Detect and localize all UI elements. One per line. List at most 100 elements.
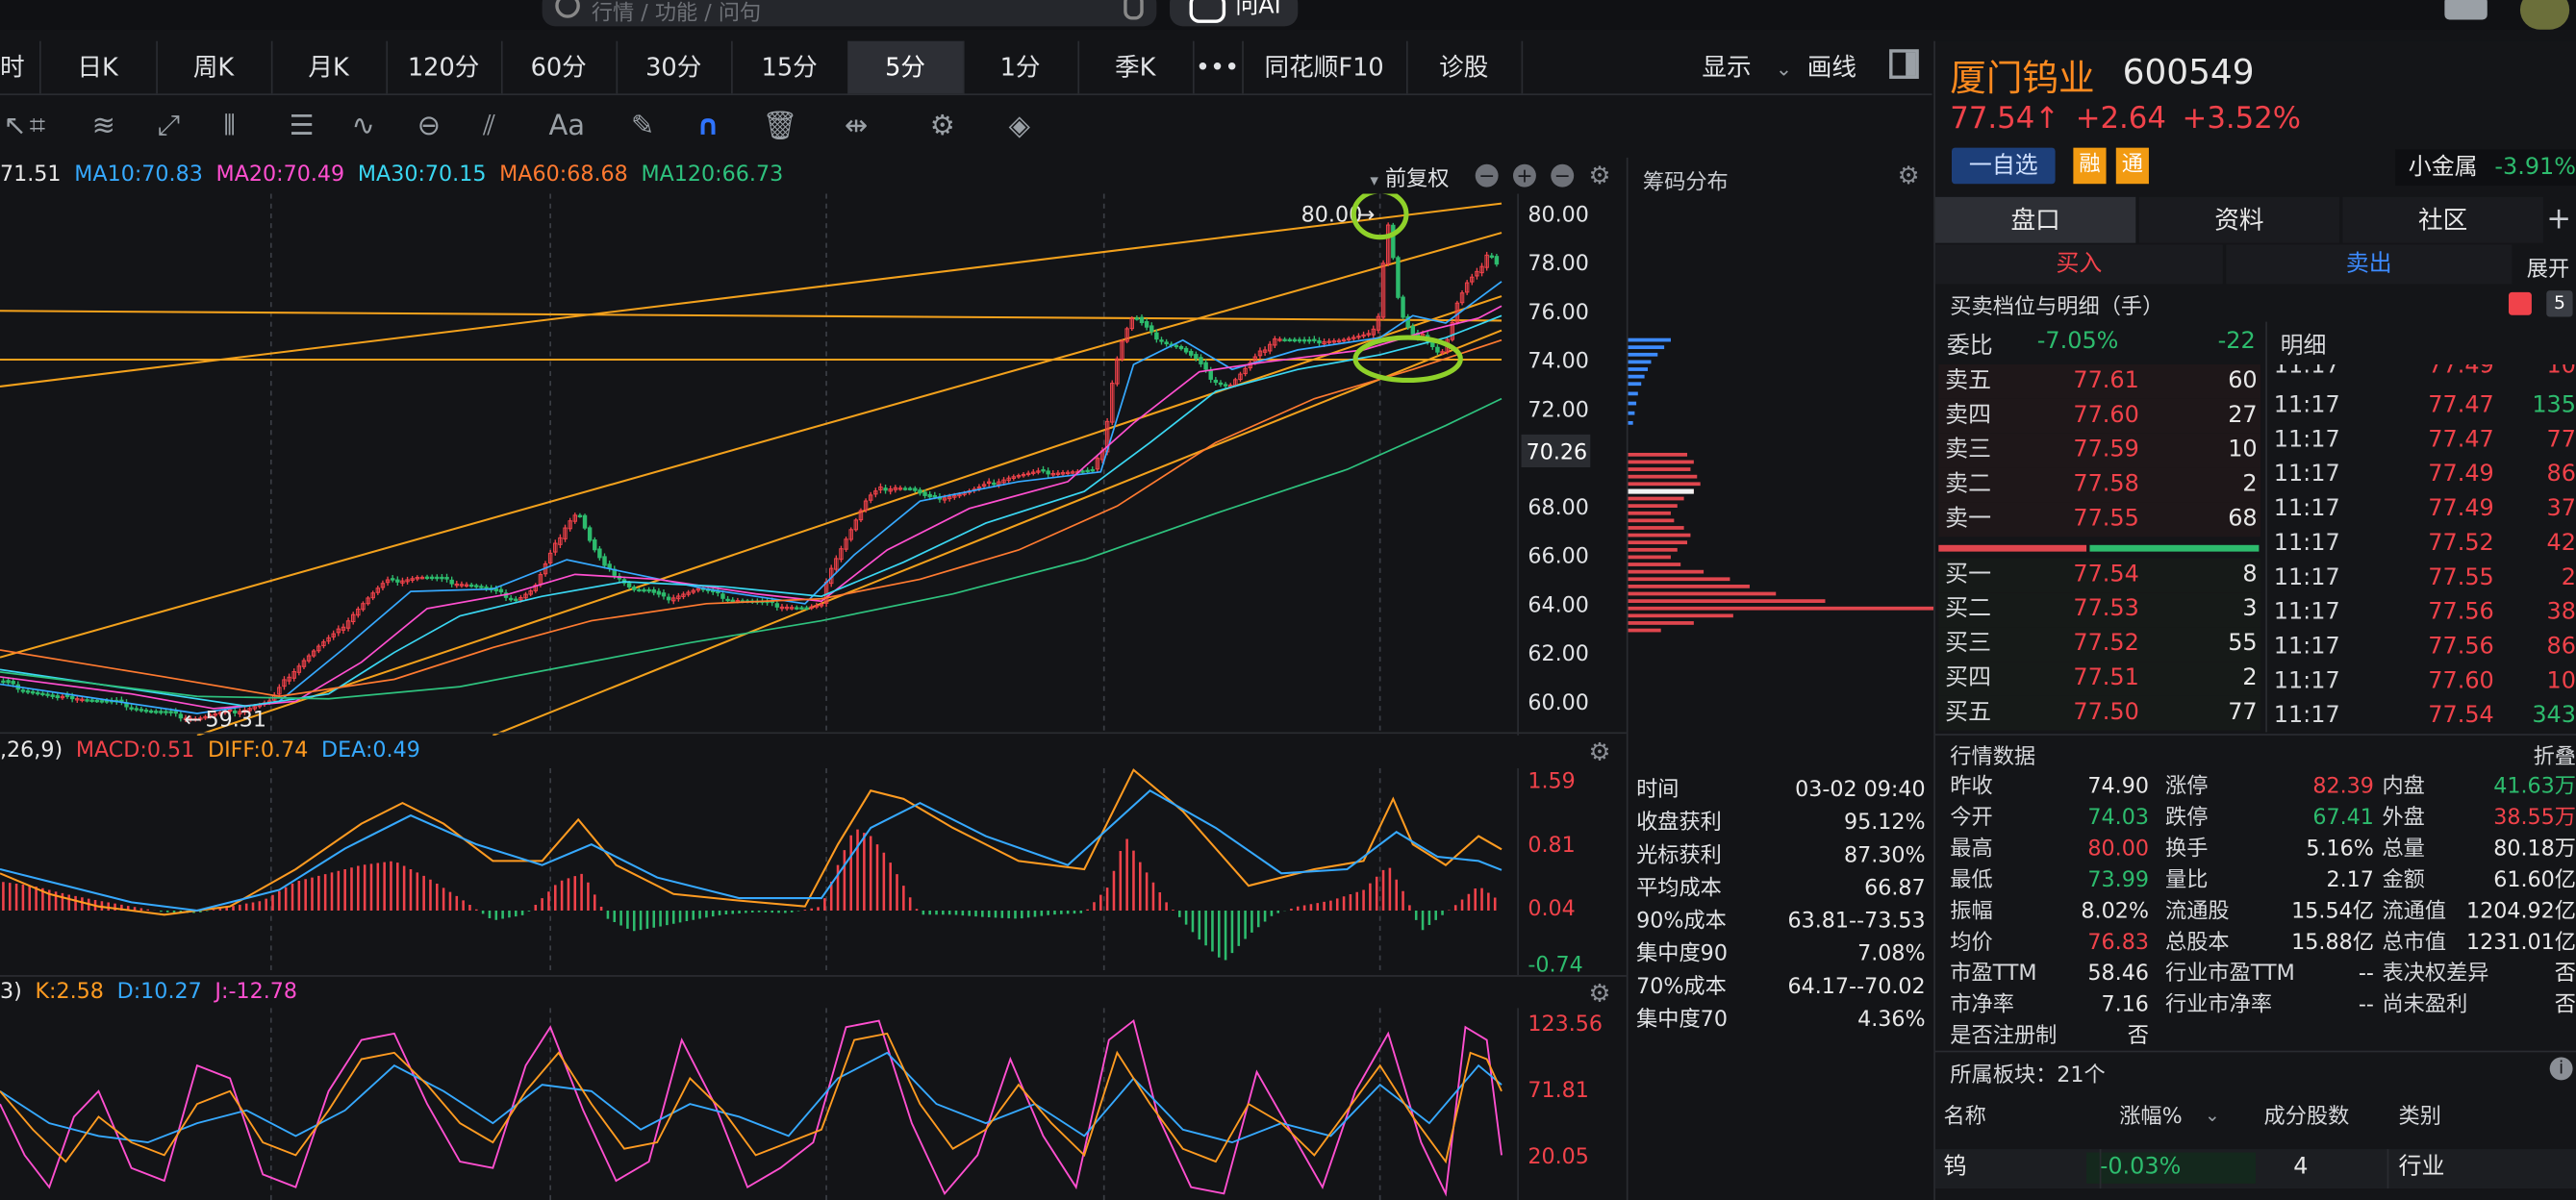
panel-layout-icon[interactable] bbox=[1889, 49, 1919, 79]
book-row[interactable]: 买二 77.53 3 bbox=[1938, 592, 2261, 628]
book-row[interactable]: 卖一 77.55 68 bbox=[1938, 502, 2261, 538]
fibonacci-icon[interactable]: ☰ bbox=[289, 110, 315, 143]
wave-icon[interactable]: ∿ bbox=[351, 110, 375, 143]
info-icon[interactable]: i bbox=[2549, 1057, 2573, 1081]
cycle-icon[interactable]: ⊖ bbox=[417, 110, 442, 143]
book-row[interactable]: 卖三 77.59 10 bbox=[1938, 433, 2261, 468]
display-dropdown[interactable]: 显示 ⌄ bbox=[1702, 41, 1792, 94]
level-name: 卖二 bbox=[1945, 470, 1991, 498]
book-row[interactable]: 买四 77.51 2 bbox=[1938, 662, 2261, 696]
gear-icon[interactable]: ⚙ bbox=[1897, 161, 1920, 191]
add-tab-icon[interactable]: + bbox=[2546, 201, 2572, 237]
split-icon[interactable]: ⇹ bbox=[844, 110, 869, 143]
trade-price: 77.49 bbox=[2428, 495, 2494, 522]
gear-icon[interactable]: ⚙ bbox=[1588, 161, 1611, 191]
avatar[interactable] bbox=[2519, 0, 2570, 30]
cursor-icon[interactable]: ↖ bbox=[3, 110, 27, 143]
segment-icon[interactable]: ⤢ bbox=[157, 110, 181, 143]
sector-chip[interactable]: 小金属 -3.91% bbox=[2395, 149, 2576, 186]
sector-row[interactable]: 钨 -0.03% 4 行业 bbox=[1934, 1149, 2576, 1189]
trash-icon[interactable]: 🗑 bbox=[762, 110, 798, 143]
sort-icon[interactable]: ⌄ bbox=[2205, 1104, 2220, 1127]
sell-tab[interactable]: 卖出 bbox=[2226, 244, 2513, 285]
trade-time: 11:17 bbox=[2273, 633, 2340, 661]
book-row[interactable]: 卖五 77.61 60 bbox=[1938, 364, 2261, 399]
candle-body bbox=[1199, 357, 1203, 364]
market-value: 74.03 bbox=[2087, 806, 2149, 831]
chip-panel-title: 筹码分布 bbox=[1642, 170, 1729, 196]
chip-stat-label: 集中度90 bbox=[1636, 941, 1728, 967]
plus-icon[interactable]: + bbox=[1512, 163, 1536, 188]
kdj-y-tick: 20.05 bbox=[1528, 1144, 1589, 1169]
panel-tab-2[interactable]: 社区 bbox=[2342, 196, 2543, 243]
trend-line[interactable] bbox=[492, 329, 1503, 736]
trend-line[interactable] bbox=[196, 295, 1503, 736]
kdj-chart[interactable]: 123.56 71.81 20.05 bbox=[0, 1008, 1627, 1200]
tab-13[interactable]: 诊股 bbox=[1406, 40, 1524, 94]
search-box[interactable]: 行情 / 功能 / 问句 bbox=[542, 0, 1157, 27]
tab-11[interactable]: ••• bbox=[1193, 40, 1244, 94]
book-row[interactable]: 买一 77.54 8 bbox=[1938, 558, 2261, 593]
candle-body bbox=[839, 548, 844, 561]
trade-price: 77.56 bbox=[2428, 599, 2494, 626]
tab-3[interactable]: 月K bbox=[271, 40, 389, 94]
tab-0[interactable]: 时 bbox=[0, 40, 41, 94]
tab-2[interactable]: 周K bbox=[156, 40, 273, 94]
shirt-icon[interactable] bbox=[2444, 0, 2488, 20]
crop-icon[interactable]: ⌗ bbox=[29, 110, 46, 143]
cell-divider bbox=[2099, 1149, 2102, 1189]
pitchfork-icon[interactable]: ⫽ bbox=[483, 110, 496, 143]
tab-9[interactable]: 1分 bbox=[963, 40, 1080, 94]
macd-chart[interactable]: 1.59 0.81 0.04 -0.74 bbox=[0, 767, 1627, 975]
book-row[interactable]: 卖二 77.58 2 bbox=[1938, 467, 2261, 503]
tab-12[interactable]: 同花顺F10 bbox=[1242, 40, 1408, 94]
panel-tab-0[interactable]: 盘口 bbox=[1934, 196, 2136, 243]
buy-tab[interactable]: 买入 bbox=[1934, 244, 2223, 285]
trade-volume: 10 bbox=[2546, 364, 2576, 380]
tab-8[interactable]: 5分 bbox=[847, 40, 965, 94]
tab-5[interactable]: 60分 bbox=[501, 40, 619, 94]
magnet-icon[interactable]: ∩ bbox=[696, 110, 720, 143]
market-label: 内盘 bbox=[2382, 774, 2425, 800]
trend-line[interactable] bbox=[0, 310, 1503, 322]
draw-line-button[interactable]: 画线 bbox=[1807, 41, 1856, 94]
candle-body bbox=[1391, 224, 1396, 259]
margin-badge[interactable]: 融 bbox=[2073, 147, 2107, 185]
remove-icon[interactable]: − bbox=[1551, 163, 1575, 188]
candle-body bbox=[952, 494, 957, 498]
chip-bar bbox=[1628, 367, 1649, 371]
layers-icon[interactable]: ◈ bbox=[1008, 110, 1030, 143]
fan-lines-icon[interactable]: ≋ bbox=[91, 110, 115, 143]
expand-button[interactable]: 展开 bbox=[2526, 258, 2570, 283]
tab-6[interactable]: 30分 bbox=[616, 40, 733, 94]
gear-icon[interactable]: ⚙ bbox=[1588, 978, 1611, 1009]
adjust-dropdown[interactable]: ▾ 前复权 bbox=[1370, 161, 1449, 192]
tab-10[interactable]: 季K bbox=[1077, 40, 1195, 94]
candle-body bbox=[547, 552, 553, 563]
panel-tab-1[interactable]: 资料 bbox=[2138, 196, 2340, 243]
trend-line[interactable] bbox=[0, 232, 1503, 659]
tab-1[interactable]: 日K bbox=[39, 40, 158, 94]
text-tool[interactable]: Aa bbox=[548, 110, 586, 143]
ask-ai-button[interactable]: 问AI bbox=[1170, 0, 1299, 27]
gear-icon[interactable]: ⚙ bbox=[1588, 737, 1611, 767]
eraser-icon[interactable]: ✎ bbox=[630, 110, 655, 143]
chart-badge-icon[interactable] bbox=[2508, 291, 2532, 315]
parallel-lines-icon[interactable]: ⦀ bbox=[223, 110, 237, 143]
level-badge[interactable]: 5 bbox=[2546, 290, 2573, 317]
macd-legend-item: MACD:0.51 bbox=[75, 738, 195, 763]
tab-4[interactable]: 120分 bbox=[386, 40, 503, 94]
book-row[interactable]: 买三 77.52 55 bbox=[1938, 627, 2261, 662]
add-watchlist-button[interactable]: 一自选 bbox=[1951, 147, 2056, 185]
microphone-icon[interactable] bbox=[1124, 0, 1144, 20]
minus-icon[interactable]: − bbox=[1475, 163, 1499, 188]
fold-button[interactable]: 折叠 bbox=[2533, 745, 2576, 770]
price-chart[interactable]: 80.0078.0076.0074.0072.0070.0068.0066.00… bbox=[0, 193, 1627, 736]
connect-badge[interactable]: 通 bbox=[2115, 147, 2149, 185]
book-row[interactable]: 卖四 77.60 27 bbox=[1938, 398, 2261, 434]
trend-line[interactable] bbox=[0, 202, 1503, 388]
tab-7[interactable]: 15分 bbox=[731, 40, 849, 94]
book-row[interactable]: 买五 77.50 77 bbox=[1938, 695, 2261, 731]
market-value: 7.16 bbox=[2101, 992, 2149, 1018]
settings-icon[interactable]: ⚙ bbox=[929, 110, 955, 143]
